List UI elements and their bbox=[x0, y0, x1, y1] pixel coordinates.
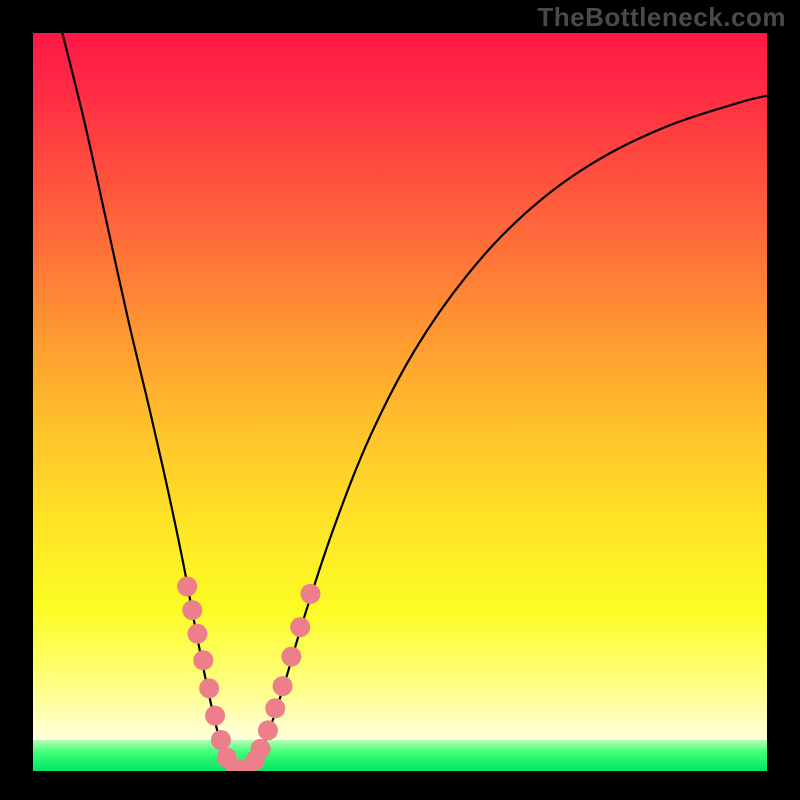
plot-area bbox=[33, 33, 767, 771]
marker-point bbox=[290, 617, 310, 637]
watermark-text: TheBottleneck.com bbox=[537, 2, 786, 33]
marker-point bbox=[187, 624, 207, 644]
marker-point bbox=[300, 584, 320, 604]
chart-container: TheBottleneck.com bbox=[0, 0, 800, 800]
marker-point bbox=[273, 676, 293, 696]
marker-point bbox=[258, 720, 278, 740]
marker-point bbox=[281, 647, 301, 667]
marker-point bbox=[177, 577, 197, 597]
green-band bbox=[33, 740, 767, 771]
bottleneck-curve-chart bbox=[33, 33, 767, 771]
marker-point bbox=[265, 698, 285, 718]
marker-point bbox=[182, 600, 202, 620]
marker-point bbox=[199, 678, 219, 698]
marker-point bbox=[211, 730, 231, 750]
marker-point bbox=[205, 706, 225, 726]
marker-point bbox=[251, 739, 271, 759]
marker-point bbox=[193, 650, 213, 670]
gradient-background bbox=[33, 33, 767, 771]
